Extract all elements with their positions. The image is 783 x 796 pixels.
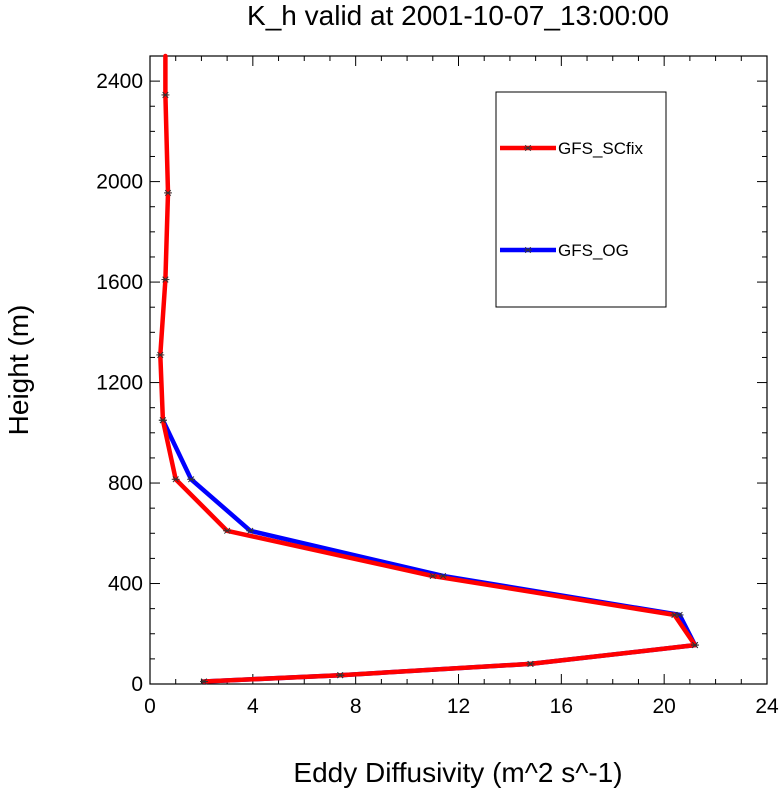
marker-stroke — [164, 189, 172, 197]
plot-frame — [149, 55, 768, 685]
marker-stroke — [223, 527, 231, 534]
marker-stroke — [200, 678, 208, 685]
data-point — [187, 476, 196, 483]
legend: GFS_SCfix GFS_OG — [495, 91, 667, 308]
data-point — [524, 144, 532, 152]
data-point — [439, 572, 448, 580]
legend-label: GFS_OG — [558, 241, 629, 260]
x-tick-label: 8 — [350, 695, 362, 718]
marker-stroke — [337, 672, 344, 679]
marker-stroke — [691, 641, 699, 649]
marker-stroke — [429, 572, 436, 580]
x-tick-label: 20 — [652, 695, 675, 718]
marker-stroke — [157, 351, 164, 359]
data-point — [524, 246, 532, 254]
marker-stroke — [247, 527, 254, 534]
marker-stroke — [524, 246, 532, 254]
y-tick-label: 1200 — [96, 372, 143, 395]
marker-stroke — [159, 417, 167, 424]
marker-stroke — [439, 572, 447, 580]
data-point — [670, 611, 679, 619]
data-point — [691, 641, 700, 649]
marker-stroke — [671, 611, 678, 619]
legend-box — [495, 91, 667, 308]
data-point — [158, 417, 167, 424]
data-point — [223, 527, 232, 534]
series-line-gfs-og — [160, 417, 698, 684]
data-point — [428, 572, 437, 580]
y-tick-label: 400 — [108, 573, 143, 596]
y-tick-label: 0 — [131, 673, 143, 696]
x-tick-label: 16 — [550, 695, 573, 718]
x-tick-label: 24 — [755, 695, 779, 718]
x-tick-label: 0 — [144, 695, 156, 718]
series-line-gfs-scfix — [158, 53, 698, 684]
data-point — [163, 189, 172, 197]
data-point — [246, 527, 255, 534]
marker-stroke — [676, 611, 683, 619]
y-tick-label: 2000 — [96, 171, 143, 194]
y-tick-label: 1600 — [96, 271, 143, 294]
chart-title: K_h valid at 2001-10-07_13:00:00 — [247, 0, 669, 31]
axis-ticks: 0 4 8 12 16 20 24 0 400 800 1200 1600 2000 2400 — [96, 55, 779, 718]
data-point — [171, 476, 180, 483]
marker-stroke — [162, 91, 169, 99]
marker-stroke — [162, 276, 169, 283]
x-tick-label: 12 — [447, 695, 470, 718]
y-tick-label: 800 — [108, 472, 143, 495]
data-point — [156, 351, 165, 359]
marker-stroke — [527, 660, 534, 668]
y-axis-label: Height (m) — [3, 305, 34, 436]
data-point — [161, 276, 170, 283]
data-point — [336, 672, 345, 679]
legend-label: GFS_SCfix — [558, 139, 644, 158]
marker-stroke — [172, 476, 179, 483]
x-tick-label: 4 — [247, 695, 259, 718]
data-point — [161, 91, 170, 99]
data-point — [526, 660, 535, 668]
data-point — [199, 678, 208, 685]
x-axis-label: Eddy Diffusivity (m^2 s^-1) — [293, 757, 622, 788]
series-lines — [156, 53, 700, 685]
y-tick-label: 2400 — [96, 70, 143, 93]
marker-stroke — [524, 144, 532, 152]
marker-stroke — [187, 476, 195, 483]
